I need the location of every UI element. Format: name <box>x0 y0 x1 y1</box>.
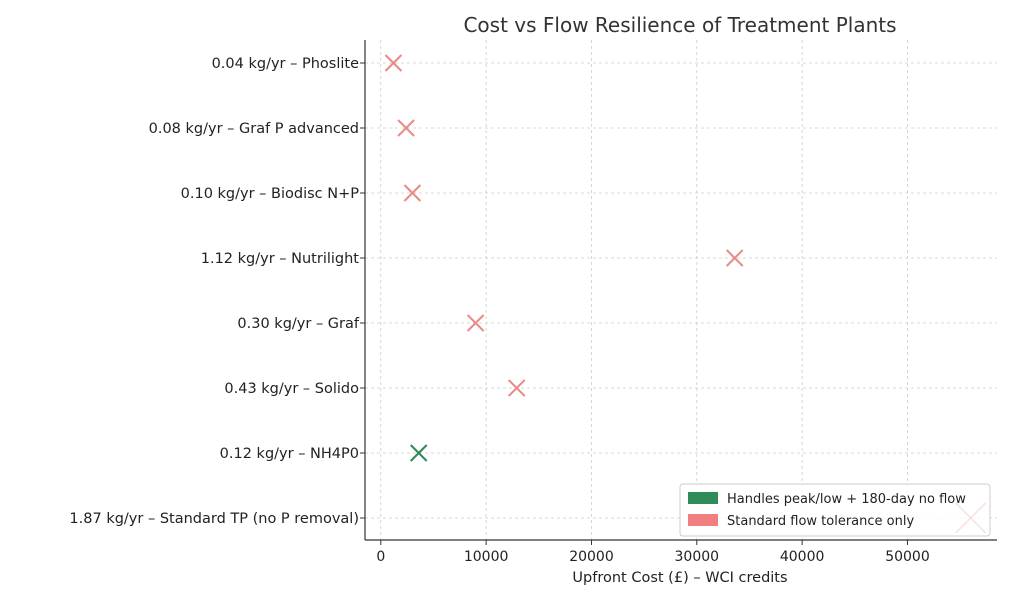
x-tick-label: 10000 <box>464 549 509 565</box>
legend: Handles peak/low + 180-day no flow Stand… <box>679 483 991 537</box>
x-ticks: 0 10000 20000 30000 40000 50000 <box>376 540 930 565</box>
x-tick-label: 0 <box>376 549 385 565</box>
x-tick-label: 20000 <box>569 549 614 565</box>
x-tick-label: 50000 <box>885 549 930 565</box>
legend-frame <box>679 483 991 537</box>
y-tick-label: 0.43 kg/yr – Solido <box>224 381 359 397</box>
x-gridlines <box>380 40 908 540</box>
legend-swatch-1 <box>688 514 718 526</box>
y-tick-label: 1.12 kg/yr – Nutrilight <box>201 251 360 267</box>
x-tick-label: 30000 <box>675 549 720 565</box>
data-points <box>384 54 987 534</box>
x-axis-title: Upfront Cost (£) – WCI credits <box>572 570 787 586</box>
y-tick-label: 1.87 kg/yr – Standard TP (no P removal) <box>69 511 359 527</box>
legend-label-0: Handles peak/low + 180-day no flow <box>727 492 966 507</box>
y-tick-label: 0.30 kg/yr – Graf <box>237 316 359 332</box>
y-tick-label: 0.10 kg/yr – Biodisc N+P <box>181 186 360 202</box>
data-point-marker <box>403 184 422 202</box>
legend-label-1: Standard flow tolerance only <box>727 514 914 529</box>
y-tick-label: 0.04 kg/yr – Phoslite <box>212 56 359 72</box>
chart-title: Cost vs Flow Resilience of Treatment Pla… <box>463 13 896 37</box>
data-point-marker <box>410 444 428 462</box>
x-tick-label: 40000 <box>780 549 825 565</box>
data-point-marker <box>397 119 415 137</box>
data-point-marker <box>384 54 403 72</box>
y-gridlines <box>365 62 997 519</box>
data-point-marker <box>507 379 526 397</box>
data-point-marker <box>466 314 485 332</box>
y-ticks: 0.04 kg/yr – Phoslite 0.08 kg/yr – Graf P… <box>69 56 365 527</box>
y-tick-label: 0.12 kg/yr – NH4P0 <box>220 446 359 462</box>
data-point-marker <box>726 249 744 267</box>
y-tick-label: 0.08 kg/yr – Graf P advanced <box>149 121 359 137</box>
legend-swatch-0 <box>688 492 718 504</box>
